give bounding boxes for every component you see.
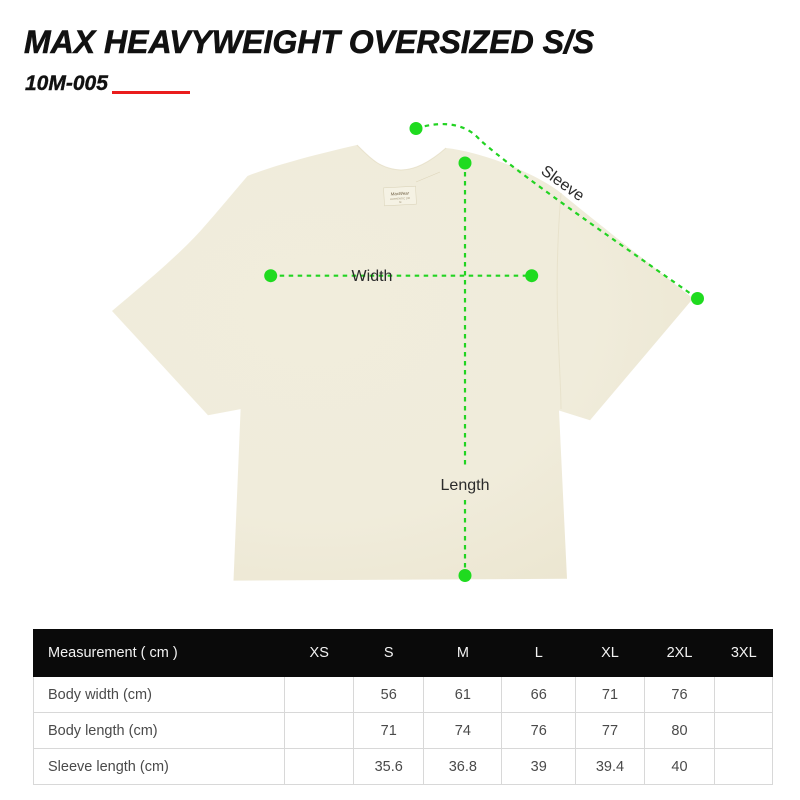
svg-text:Length: Length	[441, 477, 490, 494]
svg-text:M: M	[399, 200, 401, 204]
svg-text:Width: Width	[352, 268, 393, 285]
svg-text:MaxWear: MaxWear	[391, 190, 410, 196]
